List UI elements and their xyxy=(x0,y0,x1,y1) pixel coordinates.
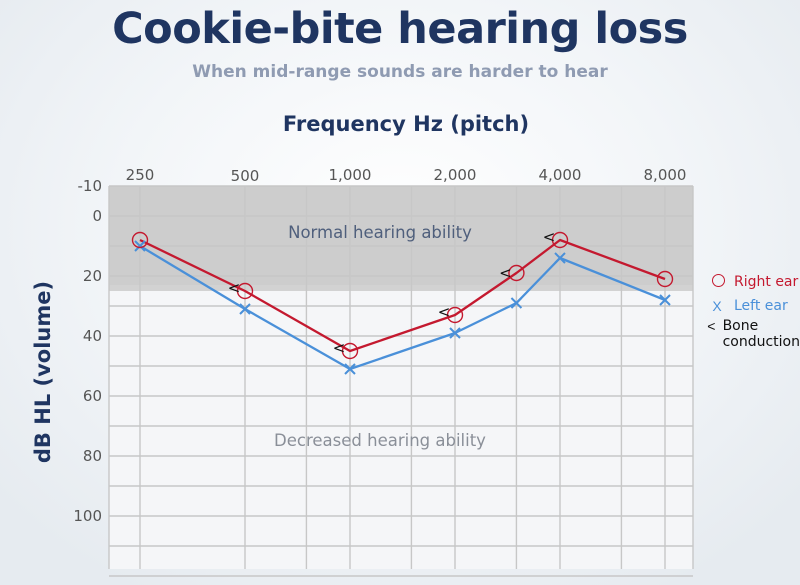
left-ear-point xyxy=(449,327,461,339)
band-edge xyxy=(109,285,693,291)
y-tick-label: 40 xyxy=(83,327,102,345)
left-ear-point xyxy=(239,303,251,315)
bone-conduction-point: < xyxy=(333,339,346,357)
chart-title: Cookie-bite hearing loss xyxy=(112,4,688,54)
bone-conduction-point: < xyxy=(499,264,512,282)
legend: Right ear X Left ear < Bone conduction xyxy=(706,270,800,358)
legend-left-ear-label: Left ear xyxy=(734,298,788,314)
legend-item-right-ear: Right ear xyxy=(706,270,800,294)
chart-subtitle: When mid-range sounds are harder to hear xyxy=(192,62,608,82)
y-tick-label: 0 xyxy=(92,207,102,225)
right-ear-point xyxy=(656,270,674,288)
right-ear-point xyxy=(236,282,254,300)
x-axis-label: Frequency Hz (pitch) xyxy=(282,112,530,136)
x-tick-label: 500 xyxy=(231,167,260,185)
y-tick-label: 60 xyxy=(83,387,102,405)
right-ear-line xyxy=(139,238,666,353)
x-tick-label: 250 xyxy=(126,166,155,184)
left-ear-point xyxy=(134,240,146,252)
right-ear-point xyxy=(446,306,464,324)
legend-circle-marker xyxy=(706,274,728,290)
bone-conduction-point: < xyxy=(438,303,451,321)
legend-bone-marker: < xyxy=(707,318,716,334)
left-ear-point xyxy=(510,297,523,309)
y-tick-label: 100 xyxy=(73,507,102,525)
legend-item-left-ear: X Left ear xyxy=(706,294,800,318)
bone-conduction-point: < xyxy=(228,279,241,297)
right-ear-point xyxy=(131,231,149,249)
band-label: Decreased hearing ability xyxy=(274,431,486,450)
band-label: Normal hearing ability xyxy=(288,223,472,242)
legend-bone-label-line1: Bone xyxy=(722,318,759,334)
right-ear-point xyxy=(341,342,359,360)
legend-bone-label: Bone conduction xyxy=(723,318,800,350)
x-tick-label: 2,000 xyxy=(434,166,477,184)
y-tick-label: 20 xyxy=(83,267,102,285)
x-tick-label: 8,000 xyxy=(644,166,687,184)
y-tick-label: 80 xyxy=(83,447,102,465)
x-tick-label: 1,000 xyxy=(329,166,372,184)
left-ear-point xyxy=(659,294,671,306)
right-ear-point xyxy=(551,231,569,249)
legend-right-ear-label: Right ear xyxy=(734,274,799,290)
legend-bone-label-line2: conduction xyxy=(722,334,800,350)
left-ear-point xyxy=(344,363,356,375)
legend-item-bone-conduction: < Bone conduction xyxy=(706,318,800,358)
bone-conduction-point: < xyxy=(543,228,556,246)
y-tick-label: -10 xyxy=(78,177,103,195)
x-tick-label: 4,000 xyxy=(539,166,582,184)
right-ear-point xyxy=(508,264,525,282)
left-ear-point xyxy=(554,252,566,264)
legend-x-marker: X xyxy=(712,298,722,314)
